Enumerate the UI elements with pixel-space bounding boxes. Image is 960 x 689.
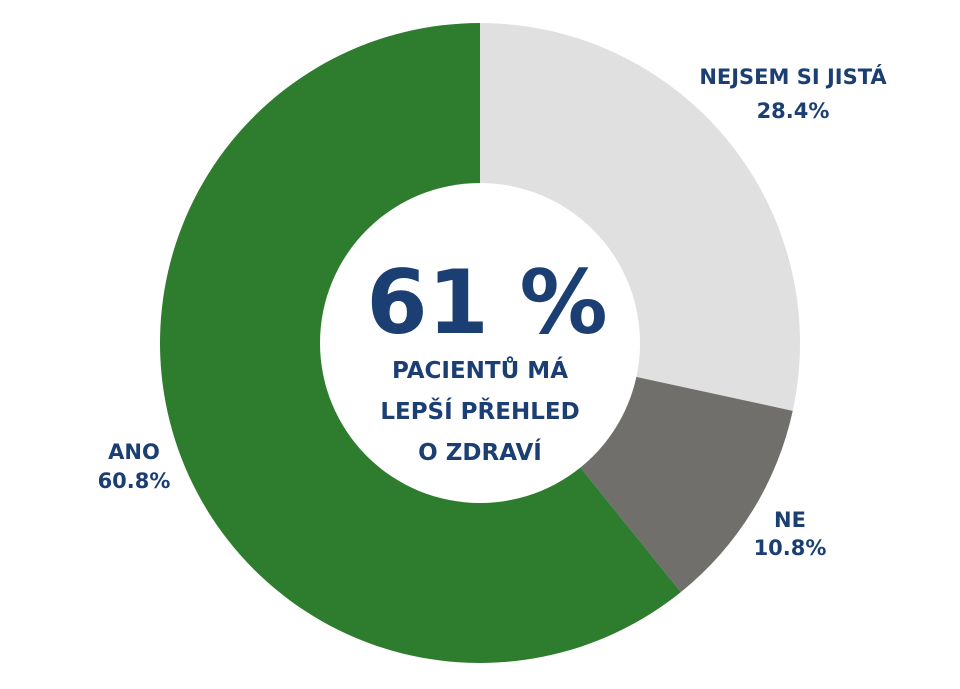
- donut-hole: [320, 183, 640, 503]
- label-ne: NE: [774, 508, 806, 532]
- value-ne: 10.8%: [754, 536, 827, 560]
- value-nejsem-si-jista: 28.4%: [757, 99, 830, 123]
- center-line-2: LEPŠÍ PŘEHLED: [380, 397, 579, 425]
- center-line-3: O ZDRAVÍ: [418, 438, 542, 466]
- center-line-1: PACIENTŮ MÁ: [392, 356, 568, 384]
- value-ano: 60.8%: [98, 469, 171, 493]
- center-headline: 61 %: [366, 251, 607, 354]
- label-nejsem-si-jista: NEJSEM SI JISTÁ: [699, 64, 887, 89]
- label-ano: ANO: [108, 440, 160, 464]
